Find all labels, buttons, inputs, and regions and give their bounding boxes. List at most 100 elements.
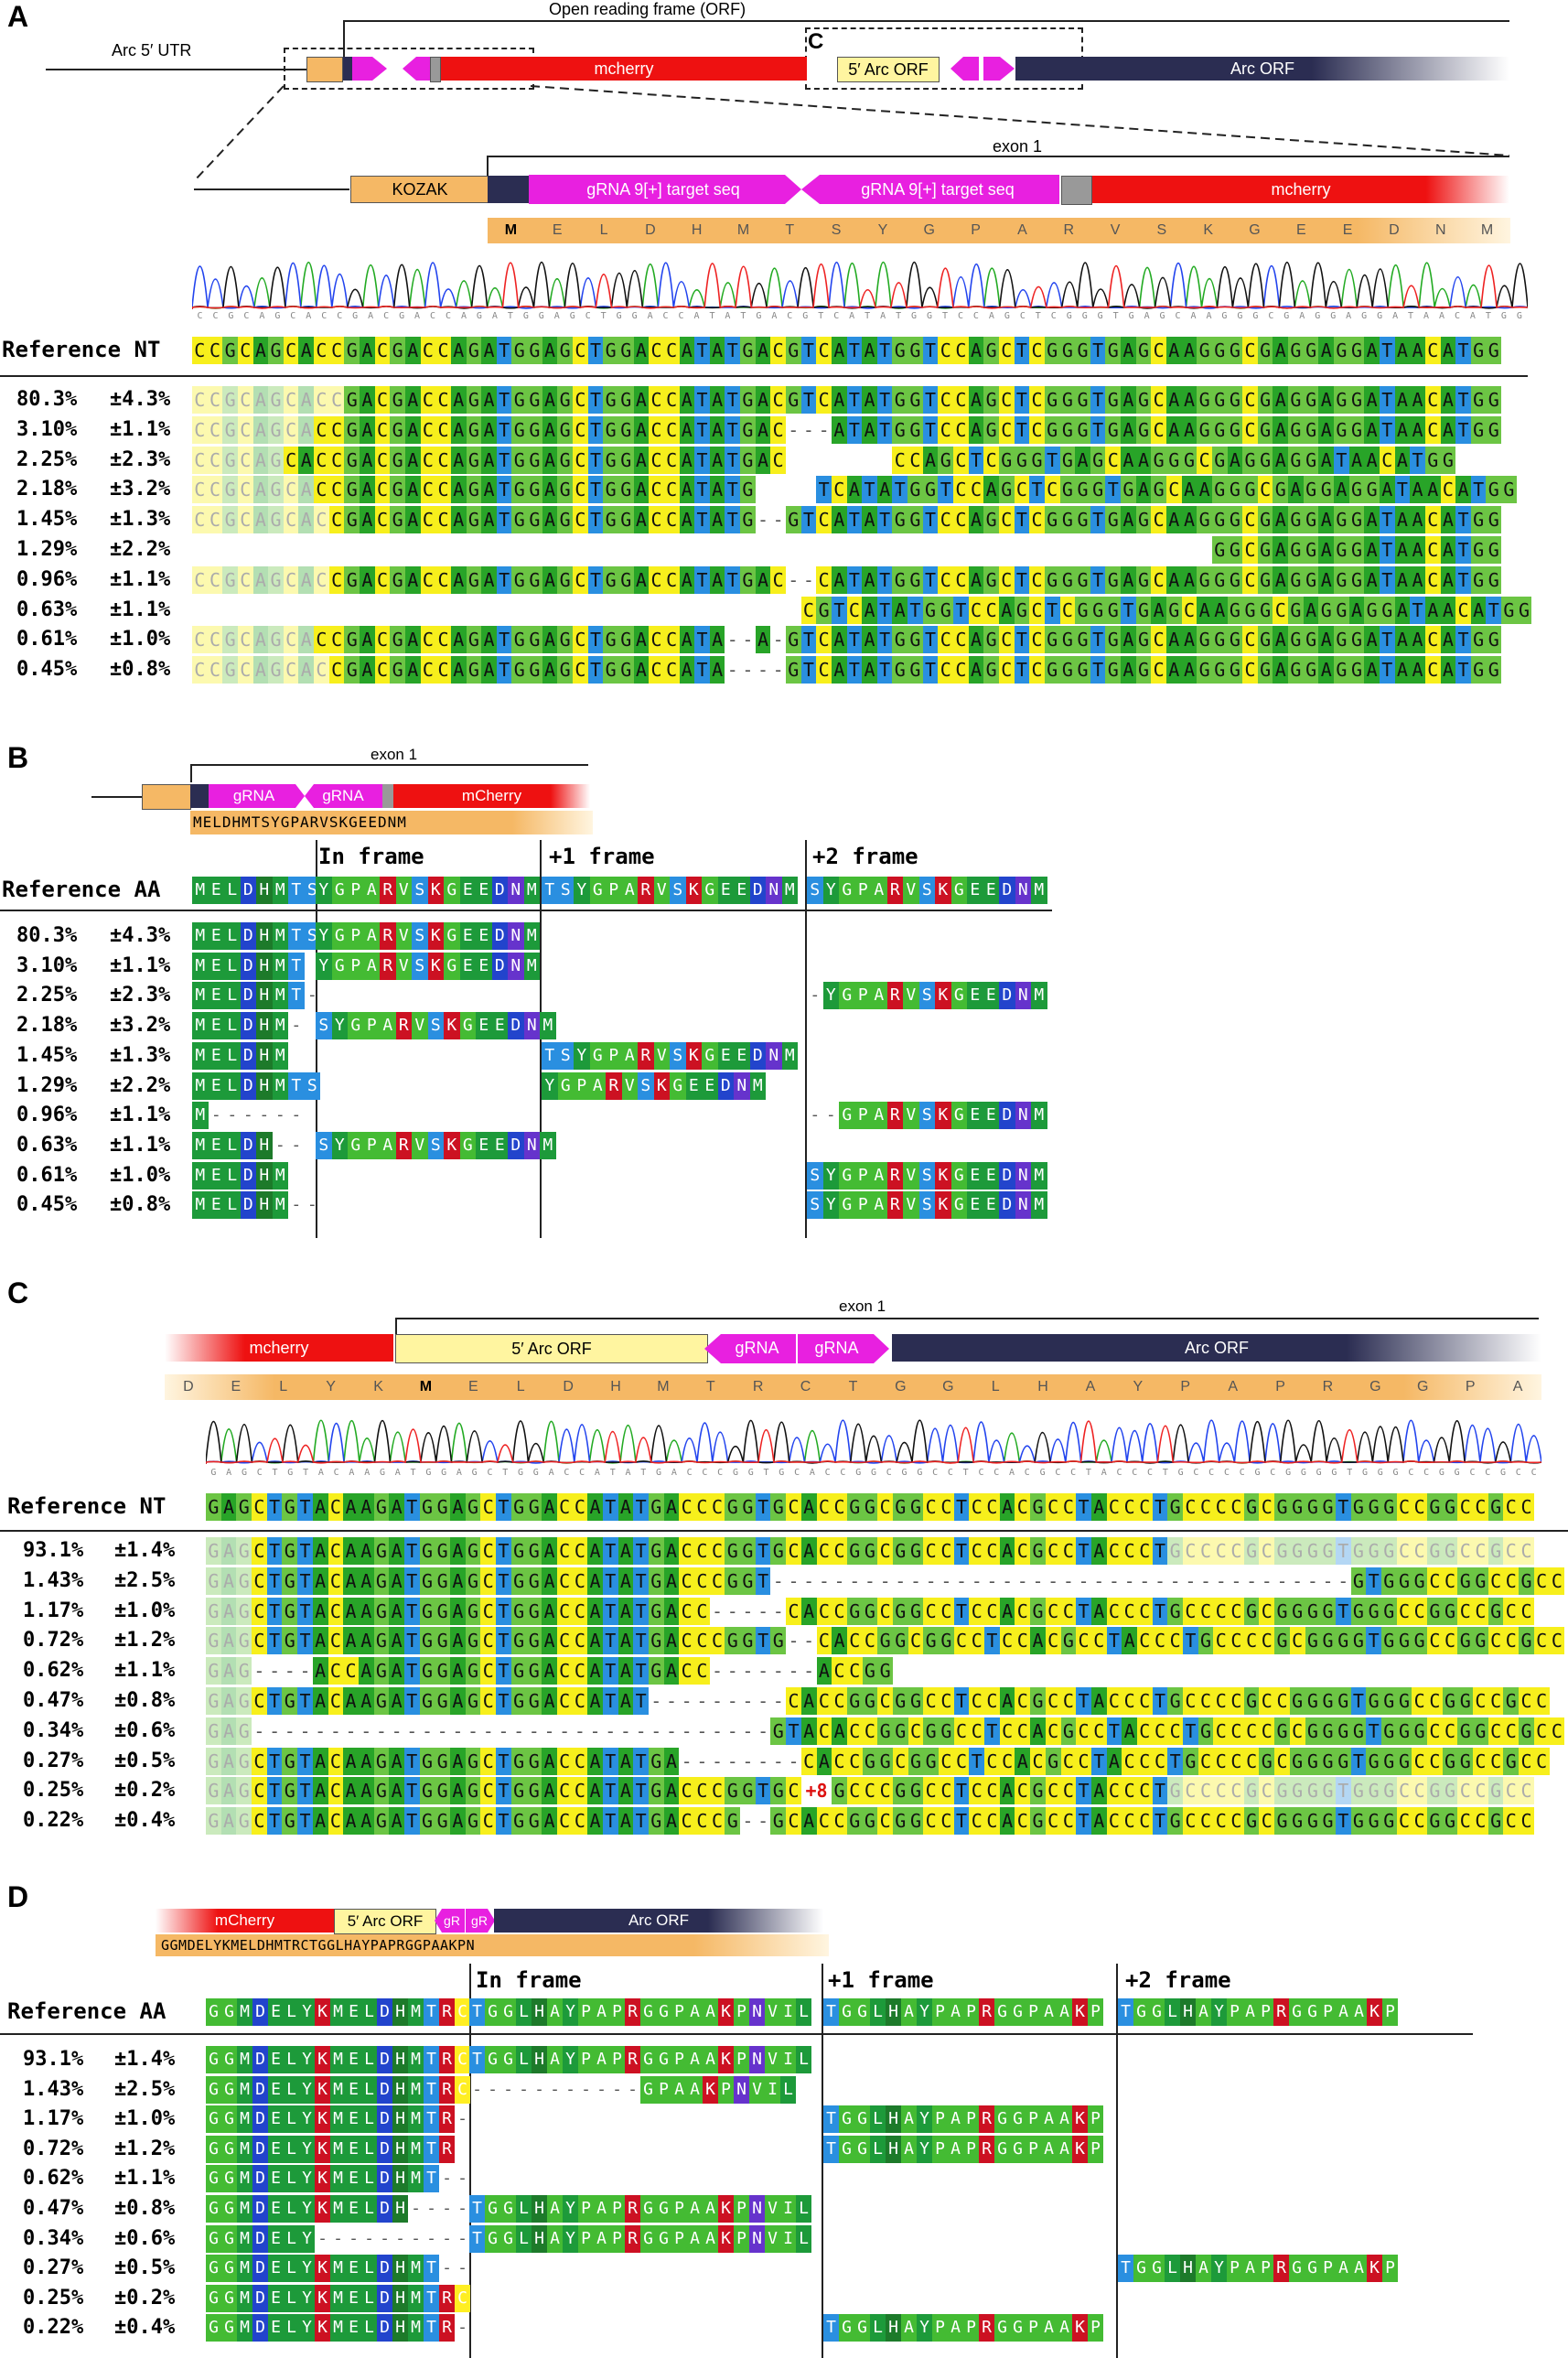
seq-cell: A	[594, 2195, 609, 2223]
seq-cell: L	[284, 2046, 299, 2073]
seq-cell: T	[633, 1747, 649, 1775]
seq-cell: C	[1029, 596, 1045, 624]
seq-cell: C	[1167, 1627, 1183, 1655]
seq-cell: L	[516, 2046, 532, 2073]
aa-track-residue: A	[1017, 222, 1027, 238]
seq-cell: G	[1289, 1747, 1305, 1775]
seq-cell: G	[1105, 626, 1122, 654]
seq-cell: G	[1135, 596, 1152, 624]
seq-cell: C	[968, 476, 984, 504]
seq-cell: E	[734, 877, 750, 904]
seq-cell: -	[411, 2228, 421, 2248]
seq-cell: P	[1088, 1998, 1103, 2026]
seq-cell: C	[252, 1747, 267, 1775]
seq-cell: A	[948, 1998, 963, 2026]
seq-cell: C	[649, 476, 664, 504]
seq-cell: T	[846, 506, 863, 534]
read-error: ±1.3%	[110, 508, 171, 532]
seq-cell: V	[749, 2075, 765, 2104]
seq-cell: -	[411, 2199, 421, 2218]
chromatogram-base: A	[1144, 311, 1150, 321]
chromatogram-base: C	[1024, 1468, 1030, 1478]
seq-cell: G	[1274, 1777, 1290, 1805]
seq-cell: -	[864, 1569, 875, 1592]
seq-cell	[360, 597, 375, 624]
seq-cell: M	[330, 2284, 346, 2312]
seq-cell: A	[709, 386, 725, 414]
seq-cell: A	[298, 506, 315, 534]
seq-cell: G	[770, 1537, 787, 1565]
seq-cell: C	[1473, 1747, 1488, 1775]
seq-cell: G	[1503, 1747, 1520, 1775]
seq-cell: C	[786, 1807, 801, 1836]
seq-cell: G	[221, 2135, 237, 2163]
seq-cell: A	[1470, 596, 1487, 624]
seq-cell: G	[435, 1747, 450, 1775]
seq-cell: -	[788, 1750, 800, 1772]
seq-cell: R	[395, 1012, 412, 1040]
seq-cell: T	[1366, 1567, 1381, 1595]
seq-cell	[435, 597, 451, 624]
seq-cell: C	[572, 1657, 588, 1685]
seq-cell: D	[252, 2046, 268, 2073]
seq-cell: G	[648, 1807, 664, 1836]
seq-cell: D	[252, 2165, 268, 2193]
seq-cell: G	[1059, 626, 1076, 654]
seq-cell: A	[587, 1747, 603, 1775]
seq-cell: S	[557, 877, 574, 904]
seq-cell: A	[589, 1071, 606, 1100]
arc5orf-c: 5′ Arc ORF	[395, 1334, 708, 1363]
seq-cell: A	[663, 1597, 680, 1625]
seq-cell: R	[625, 2046, 640, 2073]
seq-cell: C	[1136, 1537, 1153, 1565]
chromatogram-base: A	[880, 311, 886, 321]
seq-cell: C	[939, 1537, 954, 1565]
read-error: ±0.8%	[114, 1689, 176, 1712]
seq-cell: C	[573, 386, 588, 414]
seq-cell: C	[1029, 506, 1045, 534]
seq-cell: G	[877, 1657, 893, 1685]
seq-cell: G	[526, 1687, 542, 1715]
seq-cell: -	[971, 1569, 983, 1592]
seq-cell: G	[770, 1717, 787, 1745]
seq-cell: A	[618, 1747, 634, 1775]
seq-cell: G	[1470, 565, 1487, 594]
chromatogram-base: A	[809, 1468, 815, 1478]
seq-cell: G	[1487, 1807, 1504, 1836]
seq-cell: P	[734, 2224, 749, 2253]
seq-cell: C	[1274, 1687, 1290, 1715]
seq-cell: A	[343, 1627, 359, 1655]
seq-cell: -	[269, 1660, 281, 1683]
seq-cell: G	[1029, 446, 1045, 474]
seq-cell: G	[589, 1041, 606, 1070]
seq-cell: G	[839, 1191, 855, 1220]
seq-cell: G	[510, 1567, 527, 1595]
seq-cell: A	[846, 476, 863, 504]
seq-cell: E	[476, 1012, 492, 1040]
chromatogram-base: C	[978, 1468, 984, 1478]
seq-cell: C	[1090, 1627, 1107, 1655]
chromatogram-base: A	[1423, 311, 1430, 321]
seq-cell: A	[1135, 476, 1152, 504]
seq-cell: T	[922, 415, 939, 444]
seq-cell: C	[1427, 1567, 1443, 1595]
read-percent: 0.63%	[16, 1133, 78, 1157]
seq-cell: D	[491, 877, 508, 904]
seq-cell: C	[374, 415, 391, 444]
seq-cell: G	[1303, 446, 1319, 474]
seq-cell: -	[726, 1690, 738, 1712]
seq-cell: G	[603, 506, 618, 534]
seq-cell: A	[252, 506, 269, 534]
seq-cell: -	[395, 2228, 405, 2248]
seq-cell: G	[465, 1493, 481, 1521]
seq-cell: G	[206, 1747, 221, 1775]
seq-cell: M	[408, 2314, 424, 2342]
seq-cell: C	[252, 1687, 267, 1715]
seq-cell: G	[648, 1657, 664, 1685]
seq-cell: C	[1424, 337, 1441, 364]
seq-cell: A	[343, 1537, 359, 1565]
seq-cell: T	[633, 1777, 649, 1805]
